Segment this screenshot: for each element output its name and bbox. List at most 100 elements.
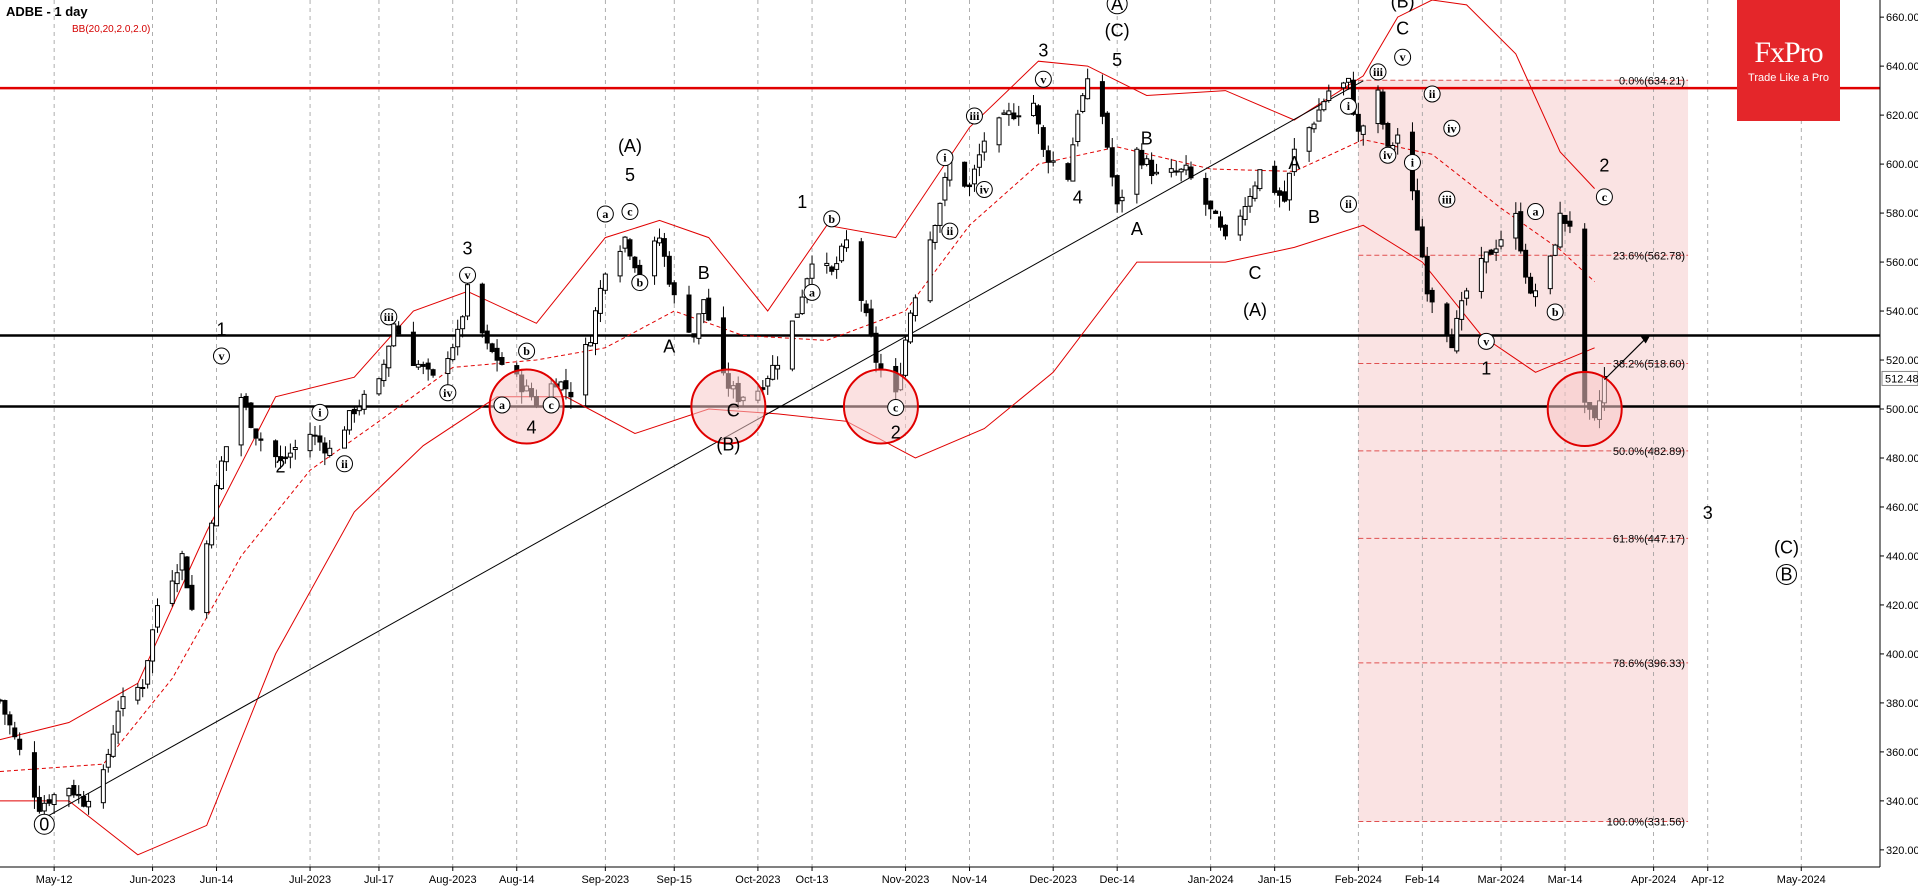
candle-body (460, 316, 466, 330)
wave-label: C (1396, 18, 1409, 38)
projection-arrow (1603, 335, 1650, 381)
candle-body (66, 787, 72, 797)
wave-label: iii (969, 109, 980, 123)
candle-body (445, 358, 451, 375)
y-axis-tick-label: 320.00 (1886, 845, 1918, 857)
candle-body (312, 434, 318, 437)
x-axis-tick-label: Nov-14 (952, 874, 987, 886)
candle-body (361, 393, 367, 410)
candle-body (706, 297, 712, 321)
candle-body (976, 154, 982, 168)
x-axis-tick-label: Jan-2024 (1188, 874, 1234, 886)
candle-body (1528, 276, 1534, 294)
candle-body (150, 629, 156, 662)
wave-label-circle (33, 813, 55, 835)
candle-body (1040, 127, 1046, 150)
y-axis-tick-label: 560.00 (1886, 257, 1918, 269)
wave-label: 3 (1038, 40, 1048, 60)
x-axis-tick-label: Sep-2023 (581, 874, 629, 886)
candle-body (135, 686, 141, 701)
candle-body (1208, 200, 1214, 210)
candle-body (1144, 158, 1150, 165)
wave-label-circle (887, 398, 905, 416)
candle-body (1213, 210, 1219, 214)
x-axis-tick-label: Mar-2024 (1478, 874, 1525, 886)
candle-body (1291, 148, 1297, 173)
wave-label: 1 (216, 320, 226, 340)
candle-body (282, 456, 288, 460)
candle-body (868, 308, 874, 336)
wave-label-circle (518, 342, 536, 360)
wave-label-circle (975, 180, 993, 198)
wave-label-circle (1379, 146, 1397, 164)
candle-body (179, 553, 185, 571)
candle-body (71, 785, 77, 796)
highlight-circle (1546, 371, 1623, 448)
candle-body (1444, 303, 1450, 337)
candle-body (1306, 127, 1312, 152)
candle-body (1178, 168, 1184, 173)
candle-body (499, 357, 505, 365)
wave-label: 2 (891, 422, 901, 442)
candle-body (583, 343, 589, 396)
candle-body (627, 239, 633, 257)
candle-body (174, 572, 180, 585)
candle-body (1429, 289, 1435, 303)
wave-label: C (1248, 263, 1261, 283)
candle-body (386, 345, 392, 369)
candle-body (1424, 255, 1430, 295)
candle-body (962, 161, 968, 187)
wave-label: a (602, 207, 608, 221)
candle-body (1316, 109, 1322, 122)
wave-label: iv (1383, 148, 1392, 162)
candle-body (356, 406, 362, 412)
wave-label: iii (384, 310, 395, 324)
x-axis-tick-label: Apr-12 (1691, 874, 1724, 886)
candle-body (770, 364, 776, 380)
candle-body (258, 438, 264, 441)
x-axis-tick-label: Aug-14 (499, 874, 534, 886)
candle-body (981, 140, 987, 153)
candle-body (351, 408, 357, 415)
x-axis-tick-label: Jan-15 (1258, 874, 1292, 886)
candle-body (632, 256, 638, 269)
candle-body (1099, 81, 1105, 117)
wave-label: iv (980, 182, 989, 196)
wave-label: C (727, 400, 740, 420)
candle-body (927, 239, 933, 302)
x-axis-tick-label: Jul-17 (364, 874, 394, 886)
wave-label: v (1040, 72, 1046, 86)
candle-body (1272, 165, 1278, 193)
candle-body (1562, 214, 1568, 224)
wave-label-circle (941, 222, 959, 240)
candle-body (81, 795, 87, 807)
wave-label-circle (311, 403, 329, 421)
y-axis-background (1880, 0, 1918, 888)
candle-body (327, 447, 333, 456)
wave-label: i (318, 405, 322, 419)
candle-body (1218, 216, 1224, 228)
wave-label-circle (1339, 195, 1357, 213)
x-axis-tick-label: Sep-15 (656, 874, 691, 886)
candle-body (656, 237, 662, 244)
wave-label-circle (1595, 188, 1613, 206)
candle-body (873, 332, 879, 363)
y-axis-tick-label: 380.00 (1886, 698, 1918, 710)
candle-body (376, 378, 382, 395)
wave-label-circle (1369, 63, 1387, 81)
x-axis-tick-label: May-2024 (1777, 874, 1826, 886)
wave-label-circle (823, 210, 841, 228)
candle-body (1498, 239, 1504, 247)
wave-label: A (663, 337, 675, 357)
wave-label: B (1780, 564, 1792, 584)
candle-body (829, 266, 835, 272)
candle-body (1385, 122, 1391, 147)
candle-body (489, 343, 495, 352)
candle-body (1493, 248, 1499, 253)
candle-body (1345, 77, 1351, 83)
candle-body (1464, 290, 1470, 299)
candle-body (1183, 164, 1189, 171)
wave-label: 1 (797, 192, 807, 212)
candle-body (86, 800, 92, 808)
candle-body (223, 446, 229, 463)
